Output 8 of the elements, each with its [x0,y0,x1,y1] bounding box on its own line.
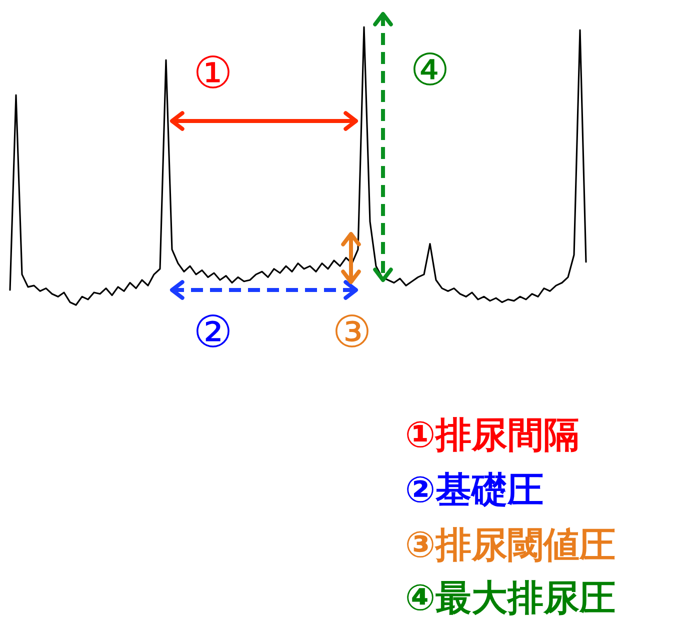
text: ④最大排尿圧 [405,578,616,619]
text: ③ [332,307,372,358]
text: ②基礎圧 [405,470,544,511]
annotation: ④ [410,45,450,96]
text: ② [193,307,233,358]
text: ③排尿閾値圧 [405,525,616,566]
annotation: ① [193,48,233,99]
text: ①排尿間隔 [405,415,580,456]
